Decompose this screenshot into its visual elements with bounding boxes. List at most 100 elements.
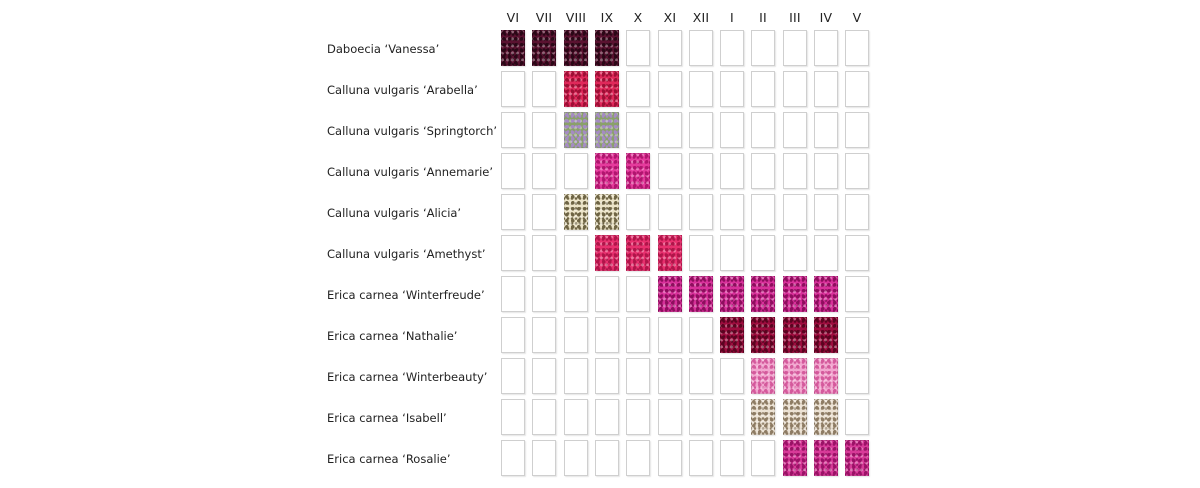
empty-cell (501, 276, 525, 312)
empty-cell (658, 440, 682, 476)
bloom-cell (595, 153, 619, 189)
bloom-cell (595, 194, 619, 230)
empty-cell (595, 358, 619, 394)
empty-cell (501, 194, 525, 230)
bloom-cell (783, 276, 807, 312)
month-header: XI (663, 10, 677, 25)
empty-cell (532, 317, 556, 353)
empty-cell (501, 112, 525, 148)
bloom-cell (814, 276, 838, 312)
empty-cell (501, 71, 525, 107)
empty-cell (689, 153, 713, 189)
bloom-cell (814, 399, 838, 435)
empty-cell (626, 71, 650, 107)
empty-cell (689, 235, 713, 271)
empty-cell (626, 112, 650, 148)
empty-cell (689, 358, 713, 394)
empty-cell (532, 399, 556, 435)
bloom-cell (532, 30, 556, 66)
empty-cell (532, 153, 556, 189)
empty-cell (751, 194, 775, 230)
plant-name: Calluna vulgaris ‘Springtorch’ (327, 124, 498, 138)
bloom-cell (564, 30, 588, 66)
empty-cell (845, 153, 869, 189)
bloom-cell (564, 194, 588, 230)
bloom-cell (751, 276, 775, 312)
empty-cell (751, 30, 775, 66)
empty-cell (564, 440, 588, 476)
bloom-cell (595, 112, 619, 148)
empty-cell (626, 194, 650, 230)
bloom-cell (751, 399, 775, 435)
empty-cell (689, 112, 713, 148)
empty-cell (720, 399, 744, 435)
month-header: I (730, 10, 734, 25)
bloom-cell (626, 235, 650, 271)
empty-cell (532, 71, 556, 107)
empty-cell (720, 358, 744, 394)
month-header: VI (506, 10, 520, 25)
bloom-cell (783, 358, 807, 394)
bloom-cell (751, 358, 775, 394)
empty-cell (689, 30, 713, 66)
empty-cell (501, 440, 525, 476)
empty-cell (501, 317, 525, 353)
empty-cell (532, 358, 556, 394)
empty-cell (751, 112, 775, 148)
empty-cell (658, 153, 682, 189)
month-header: VII (535, 10, 553, 25)
empty-cell (595, 276, 619, 312)
empty-cell (626, 30, 650, 66)
plant-name: Erica carnea ‘Isabell’ (327, 411, 447, 425)
empty-cell (783, 112, 807, 148)
bloom-cell (658, 276, 682, 312)
month-header: V (852, 10, 862, 25)
empty-cell (501, 399, 525, 435)
empty-cell (720, 194, 744, 230)
empty-cell (532, 235, 556, 271)
empty-cell (845, 317, 869, 353)
empty-cell (689, 194, 713, 230)
bloom-cell (595, 30, 619, 66)
month-header: III (789, 10, 801, 25)
empty-cell (845, 71, 869, 107)
empty-cell (720, 440, 744, 476)
month-header: XII (692, 10, 710, 25)
bloom-cell (845, 440, 869, 476)
empty-cell (626, 276, 650, 312)
bloom-cell (720, 317, 744, 353)
plant-name: Erica carnea ‘Winterbeauty’ (327, 370, 488, 384)
empty-cell (783, 71, 807, 107)
empty-cell (658, 317, 682, 353)
month-header: II (759, 10, 767, 25)
empty-cell (564, 358, 588, 394)
empty-cell (689, 399, 713, 435)
plant-name: Calluna vulgaris ‘Alicia’ (327, 206, 462, 220)
bloom-cell (626, 153, 650, 189)
empty-cell (720, 153, 744, 189)
empty-cell (658, 194, 682, 230)
empty-cell (658, 112, 682, 148)
empty-cell (751, 153, 775, 189)
plant-name: Erica carnea ‘Winterfreude’ (327, 288, 485, 302)
empty-cell (532, 276, 556, 312)
empty-cell (751, 235, 775, 271)
empty-cell (814, 153, 838, 189)
empty-cell (783, 194, 807, 230)
empty-cell (845, 399, 869, 435)
empty-cell (532, 194, 556, 230)
bloom-cell (751, 317, 775, 353)
empty-cell (751, 440, 775, 476)
empty-cell (689, 71, 713, 107)
bloom-cell (595, 235, 619, 271)
bloom-cell (783, 399, 807, 435)
plant-name: Calluna vulgaris ‘Annemarie’ (327, 165, 494, 179)
empty-cell (595, 440, 619, 476)
empty-cell (595, 317, 619, 353)
bloom-cell (814, 358, 838, 394)
bloom-cell (720, 276, 744, 312)
empty-cell (564, 235, 588, 271)
empty-cell (501, 235, 525, 271)
empty-cell (689, 440, 713, 476)
empty-cell (783, 153, 807, 189)
